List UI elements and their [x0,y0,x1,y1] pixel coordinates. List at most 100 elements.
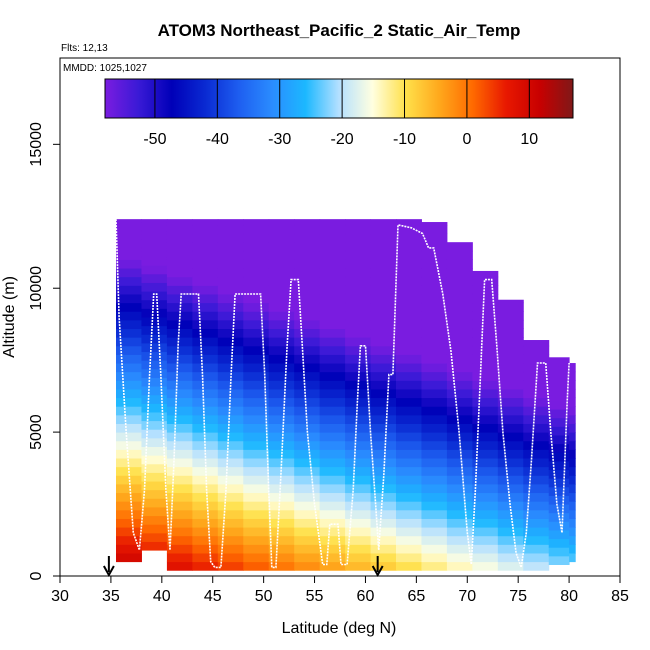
heatmap-cell [116,414,142,424]
x-tick-label: 40 [153,588,171,605]
heatmap-cell [294,259,321,269]
heatmap-cell [446,293,473,304]
heatmap-cell [319,233,346,243]
heatmap-cell [548,443,570,453]
heatmap-cell [446,475,473,485]
heatmap-cell [345,501,372,511]
heatmap-cell [243,388,270,399]
heatmap-cell [294,311,321,321]
heatmap-cell [446,501,473,511]
heatmap-cell [268,233,295,243]
heatmap-cell [192,552,219,563]
heatmap-cell [472,414,499,424]
heatmap-cell [217,466,244,476]
heatmap-cell [370,544,397,554]
heatmap-cell [421,544,448,554]
heatmap-cell [497,552,524,563]
heatmap-cell [497,414,524,424]
heatmap-cell [396,527,422,537]
heatmap-cell [294,319,321,330]
y-tick-label: 15000 [28,122,45,167]
heatmap-cell [116,250,142,260]
heatmap-cell [268,345,295,355]
heatmap-cell [217,224,244,235]
heatmap-cell [497,466,524,476]
heatmap-cell [243,363,270,373]
heatmap-cell [319,414,346,424]
heatmap-cell [243,509,270,519]
heatmap-cell [319,259,346,269]
heatmap-cell [396,302,422,312]
heatmap-cell [243,219,270,226]
heatmap-cell [421,483,448,494]
heatmap-cell [116,371,142,381]
heatmap-cell [141,222,168,232]
heatmap-cell [345,302,372,312]
heatmap-cell [345,535,372,545]
heatmap-cell [243,501,270,511]
heatmap-cell [497,518,524,528]
heatmap-cells [116,219,576,571]
heatmap-cell [370,242,397,252]
flights-annotation: Flts: 12,13 [61,43,108,54]
heatmap-cell [319,501,346,511]
heatmap-cell [472,466,499,476]
heatmap-cell [268,337,295,347]
heatmap-cell [497,544,524,554]
heatmap-cell [243,268,270,278]
heatmap-cell [166,449,193,459]
heatmap-cell [548,521,570,531]
heatmap-cell [166,380,193,390]
heatmap-cell [345,380,372,390]
flight-track [115,219,570,569]
heatmap-cell [116,328,142,338]
heatmap-cell [116,388,142,399]
heatmap-cell [446,423,473,433]
heatmap-cell [319,492,346,502]
heatmap-cell [319,388,346,399]
heatmap-cell [319,328,346,338]
heatmap-cell [370,285,397,295]
colorbar-tick-label: -50 [143,131,166,148]
heatmap-cell [192,380,219,390]
heatmap-cell [141,239,168,249]
heatmap-cell [345,219,372,226]
heatmap-cell [421,397,448,407]
heatmap-cell [370,276,397,286]
heatmap-cell [421,492,448,502]
colorbar-tick-label: -20 [331,131,354,148]
heatmap-cell [370,233,397,243]
heatmap-cell [319,397,346,407]
heatmap-cell [446,311,473,321]
heatmap-cell [243,311,270,321]
heatmap-cell [370,250,397,260]
heatmap-cell [319,423,346,433]
heatmap-cell [116,552,142,563]
heatmap-cell [217,259,244,269]
y-axis-label: Altitude (m) [1,276,18,358]
heatmap-cell [523,466,550,476]
heatmap-cell [472,311,499,321]
heatmap-cell [166,311,193,321]
heatmap-cell [294,224,321,235]
heatmap-cell [370,518,397,528]
heatmap-cell [446,302,473,312]
y-axis: 0 5000 10000 15000 [28,122,60,580]
heatmap-cell [472,423,499,433]
heatmap-cell [217,388,244,399]
heatmap-cell [294,561,321,571]
heatmap-cell [116,259,142,269]
heatmap-cell [243,242,270,252]
heatmap-cell [192,397,219,407]
heatmap-cell [141,334,168,344]
heatmap-cell [192,242,219,252]
heatmap-cell [116,276,142,286]
heatmap-cell [217,458,244,468]
heatmap-cell [243,406,270,416]
heatmap-cell [446,406,473,416]
heatmap-cell [192,483,219,494]
heatmap-cell [319,458,346,468]
heatmap-cell [472,388,499,399]
heatmap-cell [141,394,168,404]
heatmap-cell [345,440,372,450]
